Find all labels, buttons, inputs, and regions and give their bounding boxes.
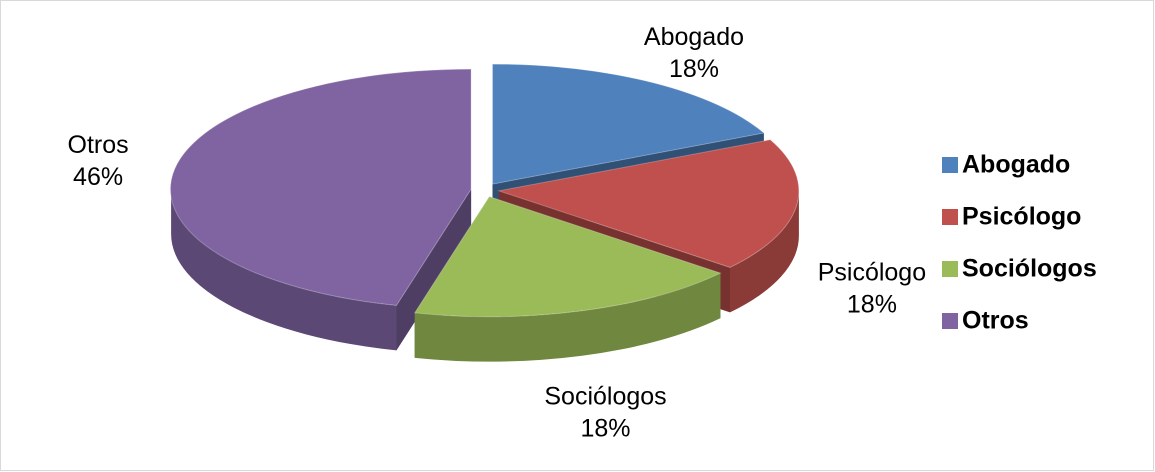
slice-wall (171, 189, 397, 351)
legend-label: Sociólogos (962, 255, 1097, 283)
slice-wall (414, 273, 721, 362)
data-label-value: 46% (73, 163, 123, 191)
legend-swatch (942, 209, 958, 225)
legend-label: Psicólogo (962, 203, 1081, 231)
data-label-name: Abogado (644, 23, 744, 51)
legend-swatch (942, 313, 958, 329)
legend-swatch (942, 157, 958, 173)
slice (169, 68, 472, 306)
data-label-value: 18% (847, 290, 897, 318)
data-label-value: 18% (580, 414, 630, 442)
legend-label: Otros (962, 307, 1029, 335)
data-label-name: Sociólogos (544, 382, 666, 410)
legend-label: Abogado (962, 151, 1070, 179)
labels: Abogado 18% Psicólogo 18% Sociólogos 18% Otros… (68, 23, 927, 442)
data-label-name: Otros (68, 131, 129, 159)
slice (491, 63, 766, 185)
slice (496, 139, 800, 268)
legend: Abogado Psicólogo Sociólogos Otros (942, 151, 1097, 335)
slice-wall (730, 190, 799, 313)
legend-swatch (942, 261, 958, 277)
slice (413, 196, 722, 318)
pie (169, 63, 800, 362)
data-label-name: Psicólogo (818, 258, 926, 286)
data-label-value: 18% (669, 55, 719, 83)
slice-side (396, 189, 472, 351)
